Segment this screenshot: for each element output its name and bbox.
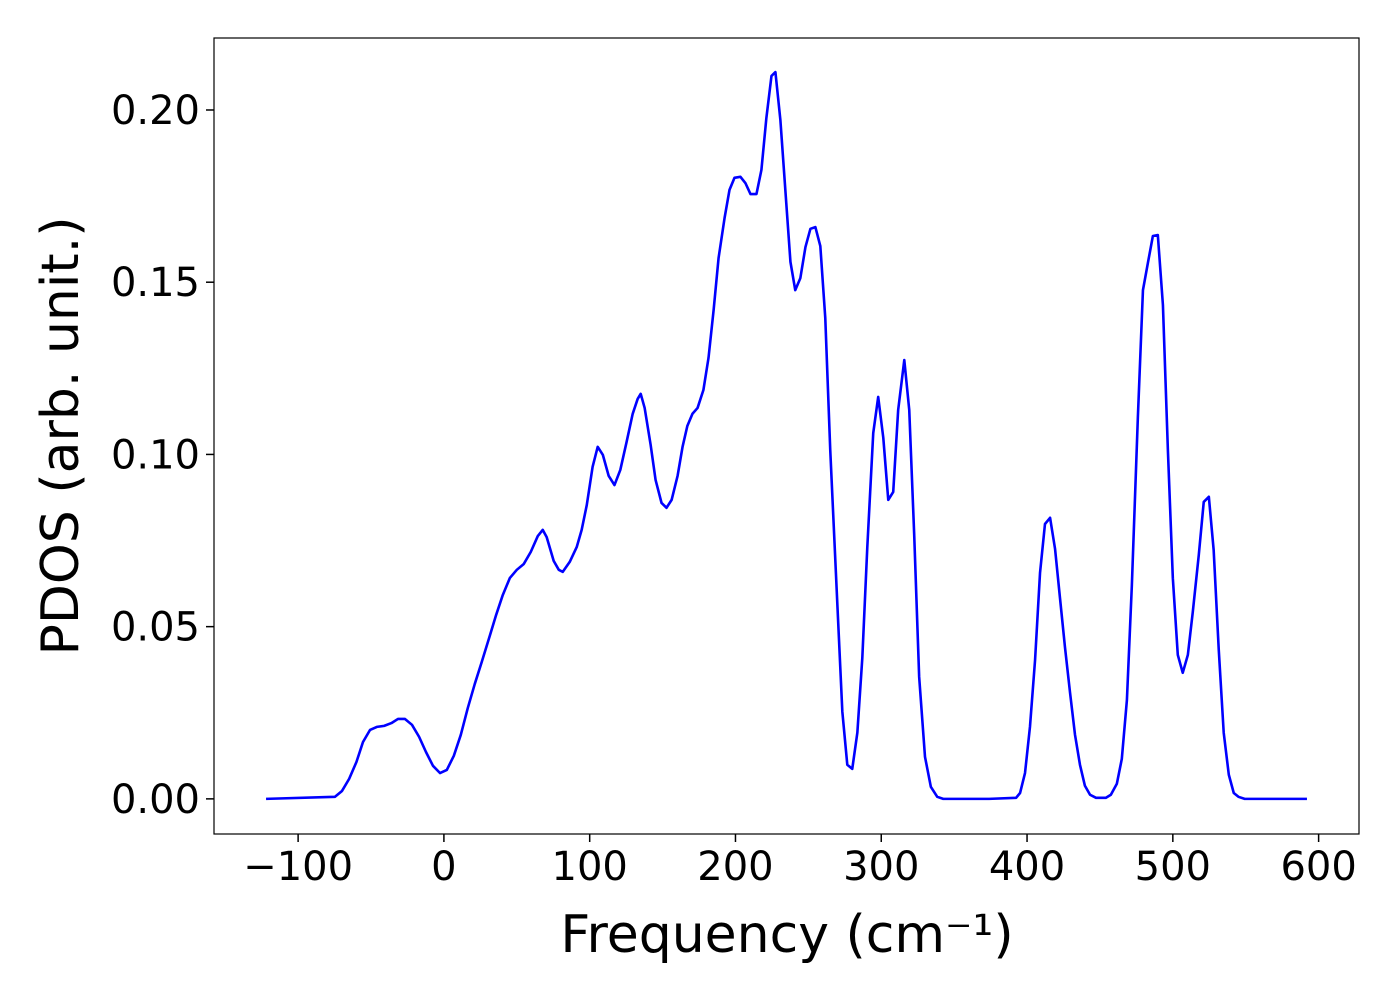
y-tick-label: 0.10 xyxy=(111,432,200,478)
y-tick-label: 0.15 xyxy=(111,260,200,306)
y-tick-label: 0.05 xyxy=(111,605,200,651)
y-tick-label: 0.20 xyxy=(111,88,200,134)
x-tick-label: 400 xyxy=(989,844,1065,890)
x-tick-label: 500 xyxy=(1135,844,1211,890)
x-axis-label: Frequency (cm⁻¹) xyxy=(560,905,1013,965)
plot-frame xyxy=(213,37,1360,835)
x-tick-label: 100 xyxy=(552,844,628,890)
y-axis-label: PDOS (arb. unit.) xyxy=(31,216,91,655)
data-line xyxy=(266,70,1307,801)
x-tick-label: −100 xyxy=(243,844,353,890)
y-tick-label: 0.00 xyxy=(111,777,200,823)
x-tick-label: 200 xyxy=(697,844,773,890)
x-tick-label: 300 xyxy=(843,844,919,890)
x-tick-label: 0 xyxy=(431,844,456,890)
x-tick-label: 600 xyxy=(1280,844,1356,890)
